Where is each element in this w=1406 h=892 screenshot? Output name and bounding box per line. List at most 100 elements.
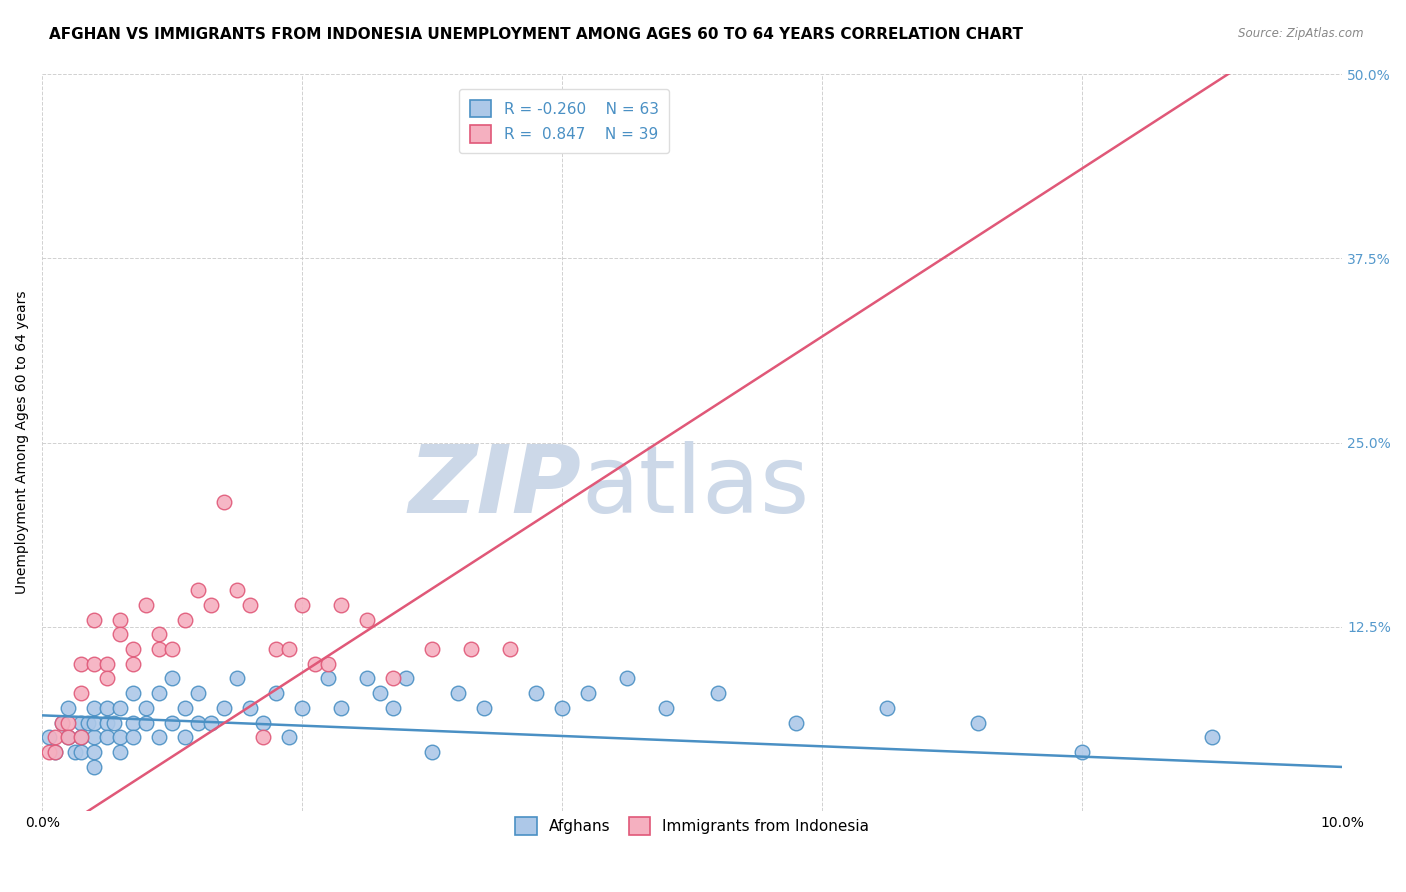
Point	[499, 642, 522, 657]
Point	[70, 731, 93, 745]
Point	[160, 672, 183, 686]
Point	[291, 701, 314, 715]
Text: AFGHAN VS IMMIGRANTS FROM INDONESIA UNEMPLOYMENT AMONG AGES 60 TO 64 YEARS CORRE: AFGHAN VS IMMIGRANTS FROM INDONESIA UNEM…	[49, 27, 1024, 42]
Legend: Afghans, Immigrants from Indonesia: Afghans, Immigrants from Indonesia	[506, 808, 879, 844]
Point	[655, 701, 678, 715]
Point	[96, 657, 118, 671]
Point	[70, 715, 93, 730]
Point	[330, 701, 353, 715]
Point	[38, 745, 60, 759]
Point	[96, 731, 118, 745]
Point	[447, 686, 470, 700]
Point	[576, 686, 599, 700]
Point	[226, 672, 249, 686]
Point	[63, 745, 86, 759]
Point	[472, 701, 495, 715]
Point	[96, 672, 118, 686]
Point	[148, 686, 170, 700]
Point	[108, 627, 131, 641]
Text: atlas: atlas	[582, 441, 810, 533]
Point	[291, 598, 314, 612]
Point	[1201, 731, 1223, 745]
Point	[524, 686, 547, 700]
Text: Source: ZipAtlas.com: Source: ZipAtlas.com	[1239, 27, 1364, 40]
Point	[51, 715, 73, 730]
Point	[83, 745, 105, 759]
Point	[70, 731, 93, 745]
Point	[135, 598, 157, 612]
Point	[58, 701, 80, 715]
Point	[122, 731, 145, 745]
Point	[83, 613, 105, 627]
Point	[876, 701, 898, 715]
Point	[264, 642, 287, 657]
Point	[108, 701, 131, 715]
Point	[70, 657, 93, 671]
Point	[44, 745, 66, 759]
Point	[160, 642, 183, 657]
Point	[264, 686, 287, 700]
Point	[70, 686, 93, 700]
Point	[616, 672, 638, 686]
Point	[200, 598, 222, 612]
Point	[278, 731, 301, 745]
Point	[382, 701, 405, 715]
Point	[239, 598, 262, 612]
Point	[51, 715, 73, 730]
Point	[200, 715, 222, 730]
Point	[135, 715, 157, 730]
Point	[96, 715, 118, 730]
Point	[212, 701, 235, 715]
Point	[187, 686, 209, 700]
Point	[96, 701, 118, 715]
Y-axis label: Unemployment Among Ages 60 to 64 years: Unemployment Among Ages 60 to 64 years	[15, 291, 30, 594]
Point	[356, 672, 378, 686]
Point	[395, 672, 418, 686]
Point	[122, 715, 145, 730]
Point	[187, 582, 209, 597]
Point	[108, 613, 131, 627]
Text: ZIP: ZIP	[409, 441, 582, 533]
Point	[70, 745, 93, 759]
Point	[330, 598, 353, 612]
Point	[148, 642, 170, 657]
Point	[83, 760, 105, 774]
Point	[83, 731, 105, 745]
Point	[356, 613, 378, 627]
Point	[58, 715, 80, 730]
Point	[368, 686, 391, 700]
Point	[252, 731, 274, 745]
Point	[420, 745, 443, 759]
Point	[304, 657, 326, 671]
Point	[551, 701, 574, 715]
Point	[44, 731, 66, 745]
Point	[44, 745, 66, 759]
Point	[148, 731, 170, 745]
Point	[108, 731, 131, 745]
Point	[174, 701, 197, 715]
Point	[252, 715, 274, 730]
Point	[382, 672, 405, 686]
Point	[1071, 745, 1094, 759]
Point	[226, 582, 249, 597]
Point	[58, 731, 80, 745]
Point	[967, 715, 990, 730]
Point	[76, 715, 98, 730]
Point	[103, 715, 125, 730]
Point	[707, 686, 730, 700]
Point	[160, 715, 183, 730]
Point	[316, 657, 339, 671]
Point	[83, 657, 105, 671]
Point	[148, 627, 170, 641]
Point	[83, 701, 105, 715]
Point	[239, 701, 262, 715]
Point	[122, 642, 145, 657]
Point	[212, 494, 235, 508]
Point	[58, 731, 80, 745]
Point	[174, 731, 197, 745]
Point	[785, 715, 807, 730]
Point	[174, 613, 197, 627]
Point	[83, 715, 105, 730]
Point	[316, 672, 339, 686]
Point	[187, 715, 209, 730]
